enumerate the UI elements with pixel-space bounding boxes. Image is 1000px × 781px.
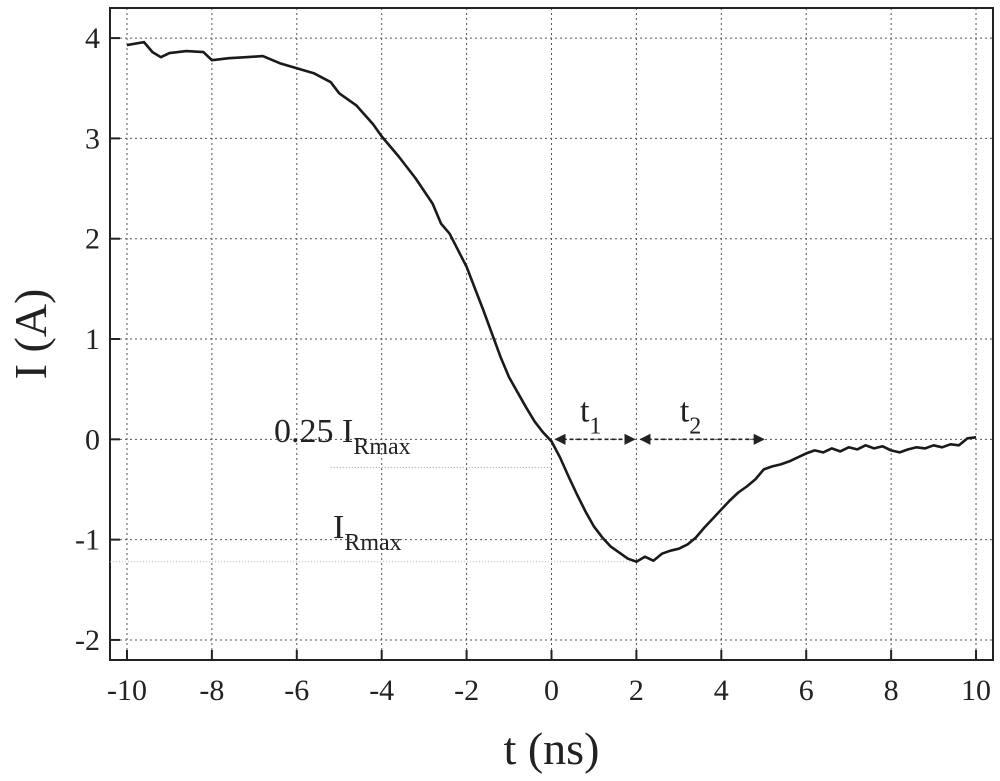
y-tick-label: 2 (85, 223, 100, 256)
x-axis-title: t (ns) (504, 723, 600, 774)
grid (110, 8, 993, 660)
x-tick-label: -4 (369, 674, 394, 707)
y-tick-label: -1 (75, 524, 100, 557)
x-tick-label: 0 (544, 674, 559, 707)
y-axis-title: I (A) (5, 289, 56, 380)
y-tick-label: 0 (85, 423, 100, 456)
x-tick-label: -2 (454, 674, 479, 707)
x-tick-label: -6 (284, 674, 309, 707)
x-tick-label: 2 (629, 674, 644, 707)
x-tick-label: 6 (799, 674, 814, 707)
x-tick-label: -10 (107, 674, 147, 707)
series-layer (126, 40, 977, 563)
annotations: t1 t2 0.25 IRmax IRmax (110, 392, 765, 563)
y-tick-label: 1 (85, 323, 100, 356)
x-tick-label: 4 (714, 674, 729, 707)
x-tick-label: -8 (199, 674, 224, 707)
x-tick-label: 10 (961, 674, 991, 707)
y-tick-label: -2 (75, 624, 100, 657)
x-tick-label: 8 (884, 674, 899, 707)
series-line (126, 40, 977, 563)
y-tick-label: 4 (85, 22, 100, 55)
t2-label: t2 (680, 392, 701, 439)
quarter-irmax-label: 0.25 IRmax (274, 413, 411, 460)
t1-label: t1 (580, 392, 601, 439)
y-tick-label: 3 (85, 122, 100, 155)
irmax-label: IRmax (333, 509, 402, 556)
